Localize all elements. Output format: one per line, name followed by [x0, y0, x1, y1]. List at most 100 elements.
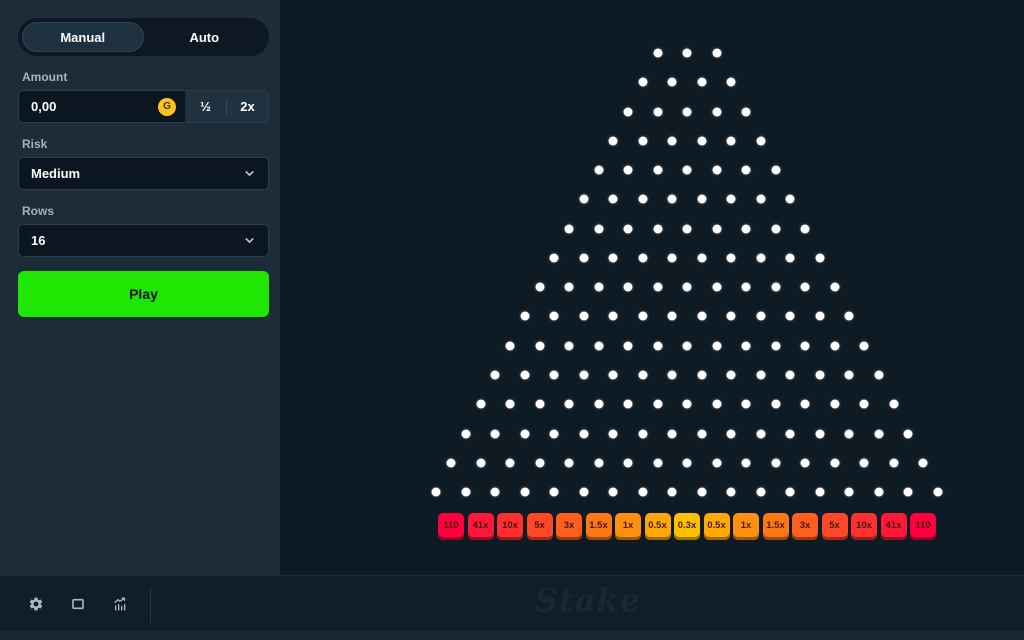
peg [771, 165, 780, 175]
peg [594, 341, 603, 351]
peg [712, 458, 721, 468]
peg [653, 282, 662, 292]
peg [830, 399, 839, 409]
multiplier-bucket: 10x [851, 513, 877, 540]
peg [785, 370, 795, 380]
peg [682, 224, 692, 234]
peg [505, 341, 515, 351]
risk-select[interactable]: Medium [18, 157, 269, 190]
peg [712, 282, 721, 292]
peg [697, 136, 707, 146]
peg [623, 399, 633, 409]
peg [785, 429, 795, 438]
peg [815, 487, 825, 497]
peg [653, 399, 662, 409]
peg [844, 370, 854, 380]
peg [579, 194, 589, 204]
peg [653, 341, 662, 351]
multiplier-bucket: 10x [497, 513, 523, 540]
peg [741, 458, 751, 468]
amount-input[interactable]: 0,00 G [19, 91, 185, 122]
theatre-mode-icon[interactable] [70, 596, 86, 612]
peg [490, 487, 500, 497]
peg [889, 458, 898, 468]
peg [815, 311, 825, 321]
play-button[interactable]: Play [18, 271, 269, 317]
peg [830, 341, 839, 351]
multiplier-bucket: 1x [615, 513, 641, 540]
peg [815, 429, 825, 438]
multiplier-bucket: 41x [880, 513, 907, 540]
peg [800, 341, 810, 351]
peg [800, 399, 810, 409]
peg [785, 253, 795, 263]
peg [667, 311, 677, 321]
peg [726, 429, 736, 438]
peg [520, 370, 530, 380]
footer-divider [150, 587, 151, 623]
peg [623, 165, 633, 175]
peg [682, 341, 692, 351]
peg [756, 311, 766, 321]
peg [741, 165, 751, 175]
peg [844, 487, 854, 497]
peg [771, 224, 780, 234]
peg [549, 370, 559, 380]
peg [594, 282, 603, 292]
peg [682, 107, 692, 117]
peg [712, 107, 721, 117]
peg [726, 253, 736, 263]
peg [579, 487, 589, 497]
peg [638, 429, 648, 438]
amount-row: 0,00 G ½ 2x [18, 90, 269, 123]
peg [712, 399, 721, 409]
rows-select[interactable]: 16 [18, 224, 269, 257]
peg [564, 282, 574, 292]
peg [638, 194, 648, 204]
multiplier-bucket: 41x [467, 513, 494, 540]
peg [535, 341, 544, 351]
peg [889, 399, 898, 409]
peg [815, 370, 825, 380]
stake-logo-watermark: Stake [534, 581, 642, 619]
peg [726, 370, 736, 380]
peg [682, 282, 692, 292]
peg [579, 429, 589, 438]
peg [682, 458, 692, 468]
peg [667, 77, 677, 87]
double-bet-button[interactable]: 2x [240, 99, 255, 114]
peg [903, 487, 913, 497]
peg [638, 253, 648, 263]
peg [594, 224, 603, 234]
amount-value: 0,00 [31, 99, 57, 114]
bottom-edge-strip [0, 631, 1024, 640]
peg [697, 487, 707, 497]
tab-auto[interactable]: Auto [144, 22, 266, 52]
settings-gear-icon[interactable] [28, 596, 44, 612]
peg [874, 487, 884, 497]
peg [697, 194, 707, 204]
peg [653, 48, 662, 58]
multiplier-bucket: 1.5x [585, 513, 612, 540]
peg [682, 48, 692, 58]
peg [608, 253, 618, 263]
peg [874, 429, 884, 438]
peg [535, 458, 544, 468]
peg [535, 282, 544, 292]
half-bet-button[interactable]: ½ [200, 99, 211, 114]
peg [667, 194, 677, 204]
peg [859, 458, 869, 468]
multiplier-bucket: 1.5x [762, 513, 789, 540]
multiplier-bucket: 5x [526, 513, 553, 540]
tab-manual-label: Manual [60, 29, 106, 45]
game-footer: Stake [0, 575, 1024, 640]
live-stats-icon[interactable] [112, 596, 128, 612]
peg [697, 253, 707, 263]
tab-manual[interactable]: Manual [22, 22, 144, 52]
peg [667, 136, 677, 146]
peg [844, 429, 854, 438]
risk-label: Risk [22, 137, 48, 151]
peg [756, 370, 766, 380]
peg [800, 224, 810, 234]
